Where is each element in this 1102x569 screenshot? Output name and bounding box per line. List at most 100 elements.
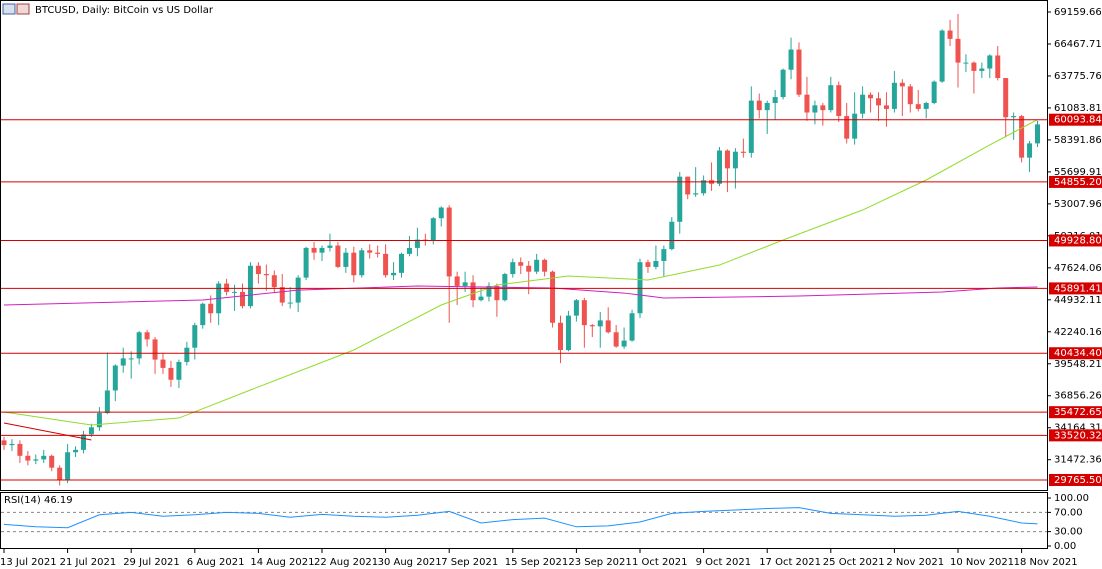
candle-body [375, 252, 381, 254]
candle-body [645, 262, 651, 267]
candle-body [335, 245, 341, 267]
x-tick-label: 2 Nov 2021 [886, 557, 944, 568]
candle-body [510, 262, 516, 275]
level-label: 54855.207 [1054, 177, 1102, 188]
candle-body [605, 320, 611, 333]
candle-body [788, 49, 794, 70]
candle-body [208, 303, 214, 314]
candle-body [550, 271, 556, 323]
level-label: 35472.658 [1054, 407, 1102, 418]
candle-body [899, 82, 905, 87]
rsi-tick-label: 70.00 [1054, 507, 1083, 518]
candle-body [1011, 116, 1017, 118]
level-label: 49928.803 [1054, 235, 1102, 246]
candle-body [756, 100, 762, 111]
candle-body [963, 62, 969, 64]
x-tick-label: 18 Nov 2021 [1014, 557, 1078, 568]
candle-body [120, 358, 126, 366]
candle-body [955, 38, 961, 63]
candle-body [359, 250, 365, 276]
y-tick-label: 63775.760 [1054, 71, 1102, 82]
candle-body [303, 247, 309, 278]
candle-body [494, 285, 500, 301]
x-tick-label: 30 Aug 2021 [378, 557, 442, 568]
candle-body [17, 443, 23, 456]
x-tick-label: 22 Aug 2021 [314, 557, 378, 568]
x-tick-label: 1 Oct 2021 [632, 557, 687, 568]
candle-body [931, 81, 937, 103]
indicator-line [3, 285, 1038, 306]
rsi-frame [0, 492, 1048, 549]
candle-body [995, 55, 1001, 79]
level-label-bg [1049, 175, 1102, 188]
candle-body [57, 467, 63, 480]
candle-body [319, 247, 325, 253]
candle-body [661, 249, 667, 261]
candle-body [748, 100, 754, 153]
indicator-line [3, 422, 92, 441]
level-label-bg [1049, 282, 1102, 295]
chart-title: BTCUSD, Daily: BitCoin vs US Dollar [35, 5, 214, 16]
level-label-bg [1049, 113, 1102, 126]
candle-body [343, 252, 349, 267]
candle-body [597, 320, 603, 327]
candle-body [820, 105, 826, 111]
candle-body [860, 94, 866, 114]
y-tick-label: 44932.110 [1054, 295, 1102, 306]
candle-body [844, 116, 850, 139]
rsi-tick-label: 100.00 [1054, 493, 1089, 504]
x-tick-label: 25 Oct 2021 [823, 557, 885, 568]
candle-body [168, 367, 174, 380]
level-label-bg [1049, 406, 1102, 419]
x-tick-label: 29 Jul 2021 [123, 557, 180, 568]
candle-body [49, 455, 55, 468]
candle-body [240, 291, 245, 307]
candle-body [852, 113, 858, 139]
candle-body [255, 265, 261, 275]
candle-body [41, 455, 47, 460]
candle-body [883, 105, 889, 109]
candle-body [1019, 116, 1025, 158]
x-tick-label: 17 Oct 2021 [759, 557, 821, 568]
candle-body [271, 275, 277, 288]
candle-body [589, 325, 595, 327]
candle-body [367, 250, 373, 253]
candle-body [112, 365, 118, 391]
x-tick-label: 7 Sep 2021 [441, 557, 498, 568]
candle-body [263, 274, 269, 276]
candle-body [613, 332, 619, 347]
symbol-icon [2, 3, 30, 15]
candle-body [764, 102, 770, 111]
candle-body [693, 193, 699, 195]
level-label: 60093.845 [1054, 115, 1102, 126]
candle-body [88, 427, 94, 435]
candle-body [518, 262, 524, 266]
y-tick-label: 53007.960 [1054, 199, 1102, 210]
candle-body [470, 282, 476, 301]
candle-body [232, 291, 238, 293]
y-tick-label: 66467.710 [1054, 39, 1102, 50]
level-label: 45891.413 [1054, 283, 1102, 294]
rsi-title: RSI(14) 46.19 [4, 495, 73, 506]
x-tick-label: 9 Oct 2021 [696, 557, 751, 568]
candle-body [96, 413, 102, 428]
candle-body [565, 315, 571, 351]
level-label: 33520.324 [1054, 430, 1102, 441]
candle-body [65, 452, 71, 480]
y-tick-label: 36856.260 [1054, 391, 1102, 402]
candle-body [812, 105, 818, 113]
candle-body [247, 265, 253, 307]
y-tick-label: 55699.910 [1054, 167, 1102, 178]
x-tick-label: 23 Sep 2021 [568, 557, 631, 568]
candle-body [907, 86, 913, 105]
x-tick-label: 14 Aug 2021 [250, 557, 314, 568]
candle-body [454, 276, 460, 286]
candle-body [701, 180, 707, 194]
y-tick-label: 34164.310 [1054, 423, 1102, 434]
level-label-bg [1049, 429, 1102, 442]
candle-body [836, 85, 842, 117]
candle-body [9, 443, 15, 446]
candle-body [311, 247, 317, 253]
candle-body [1027, 143, 1033, 158]
